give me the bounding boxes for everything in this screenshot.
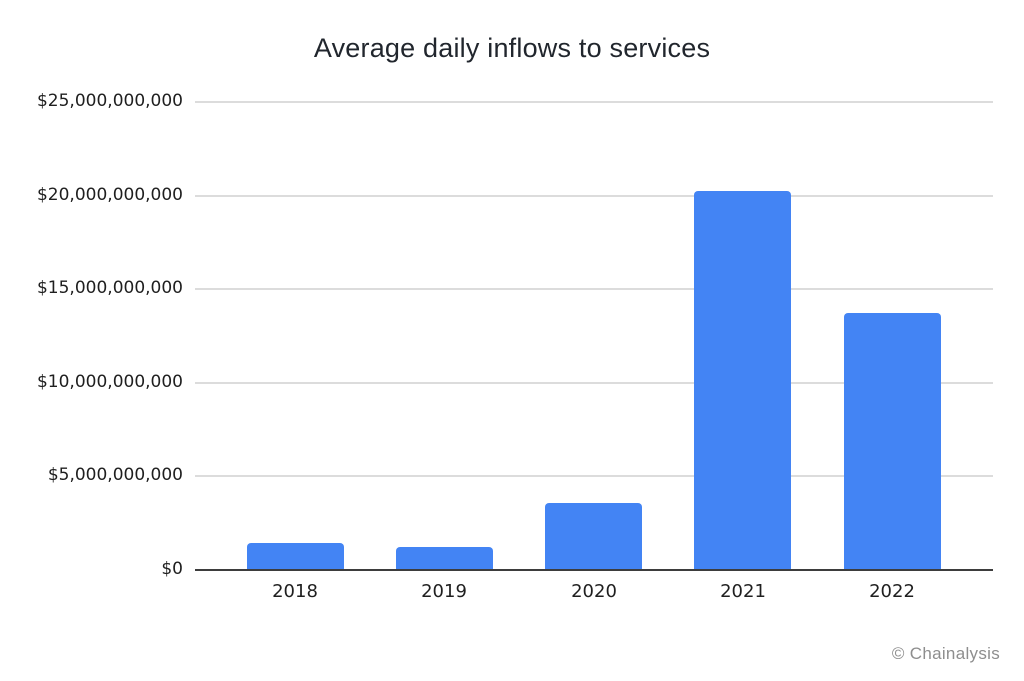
x-tick-label: 2022 [869,581,915,602]
y-tick-label: $5,000,000,000 [47,465,183,486]
y-tick-label: $15,000,000,000 [36,278,183,299]
x-tick-label: 2020 [571,581,617,602]
x-axis-line [195,569,993,571]
y-tick-label: $20,000,000,000 [36,184,183,205]
bar-2021 [694,191,791,569]
y-tick-label: $25,000,000,000 [36,91,183,111]
gridline [195,475,993,478]
gridline [195,288,993,291]
chainalysis-credit: © Chainalysis [891,644,1000,663]
bar-2020 [545,503,642,569]
bar-2018 [247,543,344,569]
gridline [195,381,993,384]
x-tick-label: 2018 [272,581,318,602]
gridline [195,101,993,103]
chart-title: Average daily inflows to services [313,33,711,63]
x-tick-label: 2019 [421,581,467,602]
plot-area [195,101,993,571]
x-tick-label: 2021 [720,581,766,602]
bar-2022 [844,313,941,569]
gridline [195,194,993,197]
y-tick-label: $0 [161,559,183,579]
bar-2019 [396,547,493,569]
y-tick-label: $10,000,000,000 [36,371,183,392]
